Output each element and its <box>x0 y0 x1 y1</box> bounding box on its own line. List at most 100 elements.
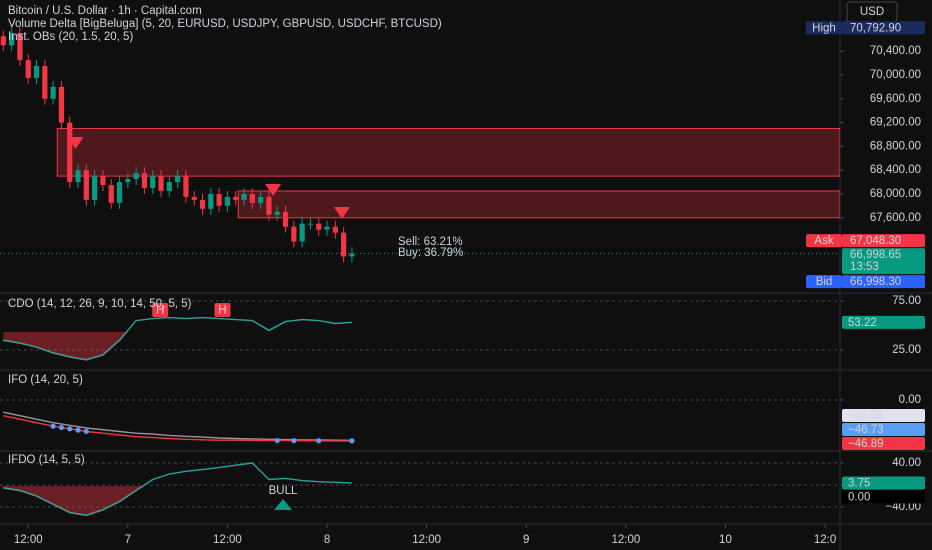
candle-body <box>224 196 231 206</box>
indicator-title: Volume Delta [BigBeluga] (5, 20, EURUSD,… <box>8 18 442 30</box>
value-tag-label: −46.73 <box>848 424 884 436</box>
signal-triangle <box>265 183 282 196</box>
y-tick-label: 69,600.00 <box>870 93 921 105</box>
price-tag-name: Ask <box>814 235 833 247</box>
indicator-title: IFDO (14, 5, 5) <box>8 454 85 466</box>
x-tick-label: 12:00 <box>213 534 242 546</box>
indicator-title: IFO (14, 20, 5) <box>8 374 83 386</box>
indicator-dot <box>291 438 297 444</box>
candle-body <box>17 33 23 61</box>
order-block <box>237 190 840 219</box>
candle-body <box>316 223 322 230</box>
candle-body <box>9 33 15 46</box>
candle-body <box>42 66 48 99</box>
indicator-dot <box>75 427 81 433</box>
candle-body <box>258 196 264 203</box>
price-tag <box>842 248 925 275</box>
y-tick-label: 70,400.00 <box>870 45 921 57</box>
y-tick-label: 68,000.00 <box>870 188 921 200</box>
indicator-line <box>3 316 352 361</box>
candle-body <box>208 193 214 209</box>
candle-body <box>175 176 181 183</box>
indicator-title: Inst. OBs (20, 1.5, 20, 5) <box>8 31 133 43</box>
candle-body <box>83 170 89 200</box>
y-tick-label: 40.00 <box>892 457 921 469</box>
indicator-line <box>3 462 352 517</box>
value-tag <box>842 490 925 504</box>
candle-body <box>125 179 131 183</box>
candle-body <box>75 170 81 183</box>
candle-body <box>199 199 206 209</box>
candle-body <box>100 176 106 186</box>
y-tick-label: 0.00 <box>899 394 921 406</box>
value-tag <box>842 409 925 422</box>
candle-body <box>341 232 347 257</box>
x-tick-label: 12:00 <box>611 534 640 546</box>
candle-body <box>150 176 156 189</box>
y-tick-label: 70,000.00 <box>870 69 921 81</box>
value-tag <box>842 437 925 450</box>
indicator-dot <box>349 438 355 444</box>
candle-body <box>141 173 148 189</box>
candle-body <box>249 193 255 203</box>
price-tag-label: 67,048.30 <box>850 235 901 247</box>
volume-delta-label: Sell: 63.21% <box>398 236 463 248</box>
x-tick-label: 12:0 <box>814 534 836 546</box>
value-tag-label: −46.06 <box>848 410 884 422</box>
candle-body <box>133 173 139 180</box>
candle-body <box>183 176 189 197</box>
candle-body <box>324 226 330 230</box>
indicator-dot <box>316 438 322 444</box>
indicator-dot <box>50 423 56 429</box>
indicator-area <box>3 332 352 360</box>
candle-body <box>282 211 289 227</box>
candle-body <box>50 86 56 99</box>
candle-body <box>25 60 31 78</box>
marker-box <box>214 303 231 317</box>
price-tag <box>842 275 925 289</box>
chart-title: Bitcoin / U.S. Dollar · 1h · Capital.com <box>8 5 202 17</box>
candle-body <box>266 196 272 215</box>
signal-triangle <box>274 499 293 510</box>
price-tag-label: 66,998.65 <box>850 249 901 261</box>
candle-body <box>92 176 98 200</box>
indicator-dot <box>58 424 65 431</box>
price-tag-name-box <box>806 21 842 35</box>
indicator-dot <box>67 426 73 432</box>
currency: USD <box>860 6 884 18</box>
candle-body <box>0 36 6 46</box>
value-tag-label: 0.00 <box>848 491 870 503</box>
volume-delta-label: Buy: 36.79% <box>398 247 463 259</box>
y-tick-label: 67,600.00 <box>870 212 921 224</box>
marker-label: H <box>156 305 164 317</box>
price-tag-name: High <box>812 22 836 34</box>
candle-body <box>241 193 247 200</box>
candle-body <box>299 223 305 242</box>
candle-body <box>291 226 297 242</box>
value-tag-label: 3.75 <box>848 477 870 489</box>
price-tag-name-box <box>806 275 842 289</box>
candle-body <box>307 223 314 225</box>
marker-label: H <box>218 305 226 317</box>
indicator-dot <box>274 437 280 444</box>
price-tag-name-box <box>806 234 842 248</box>
price-tag-label: 66,998.30 <box>850 276 901 288</box>
signal-triangle <box>333 207 350 220</box>
y-tick-label: 75.00 <box>892 295 921 307</box>
price-tag <box>842 234 925 248</box>
value-tag <box>842 315 925 329</box>
signal-triangle <box>67 136 84 149</box>
candle-body <box>33 66 40 78</box>
candle-body <box>166 182 172 191</box>
y-tick-label: 68,400.00 <box>870 164 921 176</box>
signal-label: BULL <box>269 485 298 497</box>
plot-area <box>0 27 840 517</box>
x-tick-label: 7 <box>125 534 131 546</box>
indicator-dot <box>83 428 89 435</box>
price-tag-name: Bid <box>816 276 833 288</box>
candle-body <box>108 185 114 203</box>
candle-body <box>67 122 73 183</box>
